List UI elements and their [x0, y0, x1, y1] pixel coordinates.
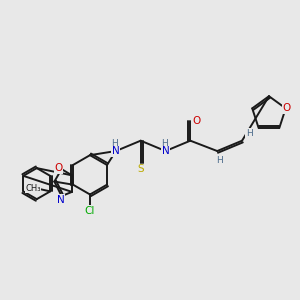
Text: S: S: [137, 164, 144, 174]
Text: N: N: [162, 146, 170, 156]
Text: CH₃: CH₃: [25, 184, 41, 193]
Text: H: H: [246, 129, 253, 138]
Text: N: N: [57, 195, 64, 205]
Text: H: H: [161, 139, 168, 148]
Text: H: H: [112, 139, 118, 148]
Text: O: O: [283, 103, 291, 113]
Text: H: H: [216, 156, 223, 165]
Text: O: O: [192, 116, 200, 126]
Text: N: N: [112, 146, 120, 156]
Text: O: O: [54, 163, 63, 173]
Text: Cl: Cl: [85, 206, 95, 216]
